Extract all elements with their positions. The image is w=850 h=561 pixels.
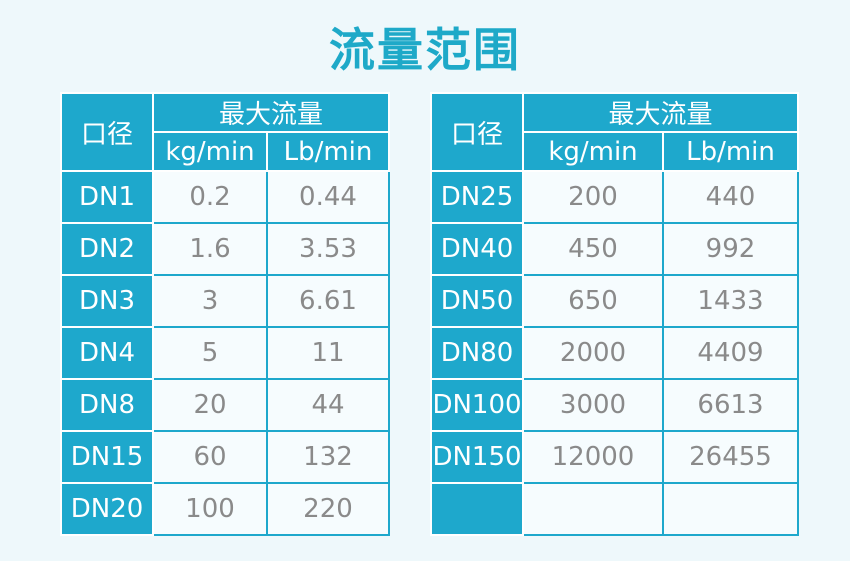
table-row: DN150 12000 26455 xyxy=(430,430,799,484)
flow-lb-cell: 6.61 xyxy=(266,274,390,328)
flow-lb-cell: 132 xyxy=(266,430,390,484)
flow-lb-cell: 992 xyxy=(662,222,799,276)
diameter-cell: DN3 xyxy=(60,274,154,328)
flow-kg-cell: 1.6 xyxy=(152,222,268,276)
table-row: DN40 450 992 xyxy=(430,222,799,276)
table-row: DN8 20 44 xyxy=(60,378,390,432)
flow-lb-cell: 11 xyxy=(266,326,390,380)
flow-kg-cell: 20 xyxy=(152,378,268,432)
header-unit-lb: Lb/min xyxy=(662,131,799,172)
diameter-cell: DN2 xyxy=(60,222,154,276)
flow-lb-cell: 4409 xyxy=(662,326,799,380)
diameter-cell: DN50 xyxy=(430,274,524,328)
table-row: DN3 3 6.61 xyxy=(60,274,390,328)
diameter-cell: DN100 xyxy=(430,378,524,432)
header-diameter: 口径 xyxy=(430,92,524,172)
diameter-cell: DN20 xyxy=(60,482,154,536)
flow-lb-cell: 440 xyxy=(662,170,799,224)
flow-lb-cell: 1433 xyxy=(662,274,799,328)
diameter-cell xyxy=(430,482,524,536)
header-max-flow: 最大流量 xyxy=(522,92,799,133)
flow-lb-cell: 0.44 xyxy=(266,170,390,224)
flow-kg-cell: 12000 xyxy=(522,430,664,484)
header-unit-kg: kg/min xyxy=(522,131,664,172)
header-unit-kg: kg/min xyxy=(152,131,268,172)
header-unit-lb: Lb/min xyxy=(266,131,390,172)
flow-kg-cell: 60 xyxy=(152,430,268,484)
flow-kg-cell: 3 xyxy=(152,274,268,328)
flow-kg-cell: 650 xyxy=(522,274,664,328)
flow-kg-cell: 3000 xyxy=(522,378,664,432)
flow-kg-cell: 450 xyxy=(522,222,664,276)
flow-kg-cell: 5 xyxy=(152,326,268,380)
flow-table-left: 口径 最大流量 kg/min Lb/min DN1 0.2 0.44 DN2 1.6 3.… xyxy=(60,92,390,536)
table-row: DN50 650 1433 xyxy=(430,274,799,328)
header-max-flow: 最大流量 xyxy=(152,92,390,133)
page-title: 流量范围 xyxy=(329,23,521,77)
flow-kg-cell: 200 xyxy=(522,170,664,224)
flow-kg-cell: 100 xyxy=(152,482,268,536)
flow-lb-cell: 6613 xyxy=(662,378,799,432)
flow-lb-cell: 44 xyxy=(266,378,390,432)
table-row: DN20 100 220 xyxy=(60,482,390,536)
diameter-cell: DN8 xyxy=(60,378,154,432)
diameter-cell: DN15 xyxy=(60,430,154,484)
diameter-cell: DN80 xyxy=(430,326,524,380)
table-row: DN2 1.6 3.53 xyxy=(60,222,390,276)
table-row: DN80 2000 4409 xyxy=(430,326,799,380)
flow-table-right: 口径 最大流量 kg/min Lb/min DN25 200 440 DN40 450 9… xyxy=(430,92,799,536)
flow-lb-cell: 3.53 xyxy=(266,222,390,276)
table-row: DN4 5 11 xyxy=(60,326,390,380)
header-diameter: 口径 xyxy=(60,92,154,172)
diameter-cell: DN1 xyxy=(60,170,154,224)
diameter-cell: DN150 xyxy=(430,430,524,484)
flow-kg-cell: 2000 xyxy=(522,326,664,380)
table-row: DN1 0.2 0.44 xyxy=(60,170,390,224)
flow-kg-cell xyxy=(522,482,664,536)
table-row xyxy=(430,482,799,536)
flow-lb-cell: 220 xyxy=(266,482,390,536)
flow-lb-cell: 26455 xyxy=(662,430,799,484)
flow-kg-cell: 0.2 xyxy=(152,170,268,224)
flow-lb-cell xyxy=(662,482,799,536)
table-row: DN100 3000 6613 xyxy=(430,378,799,432)
table-row: DN15 60 132 xyxy=(60,430,390,484)
table-row: DN25 200 440 xyxy=(430,170,799,224)
diameter-cell: DN25 xyxy=(430,170,524,224)
diameter-cell: DN4 xyxy=(60,326,154,380)
diameter-cell: DN40 xyxy=(430,222,524,276)
